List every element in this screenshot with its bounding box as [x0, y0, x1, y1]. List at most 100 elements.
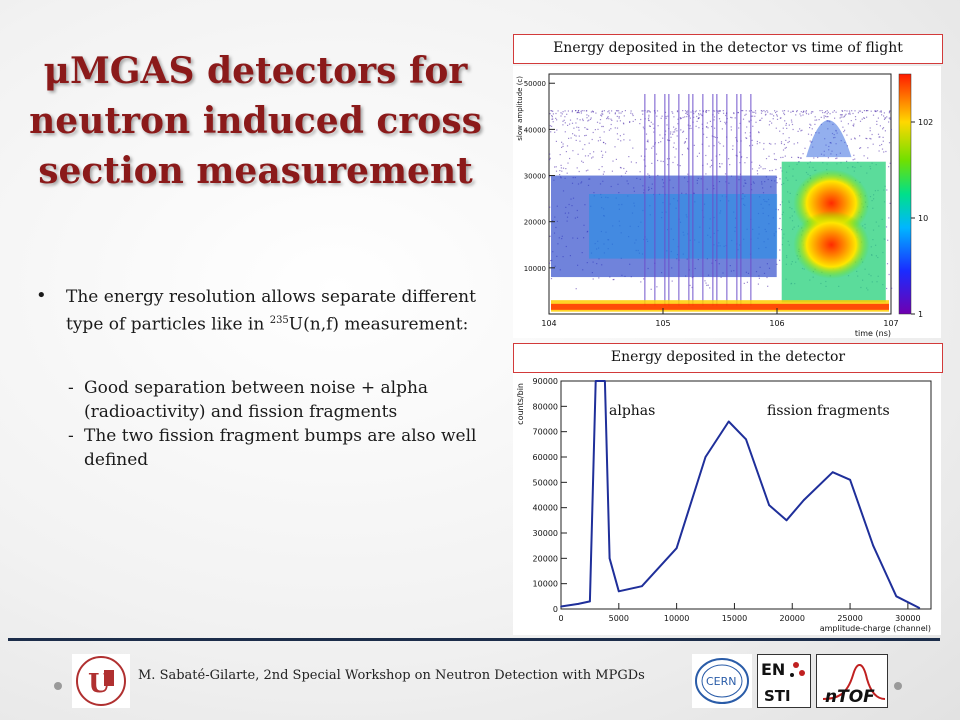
density-dot: [632, 147, 634, 149]
density-dot: [592, 278, 594, 280]
y-tick-label: 90000: [533, 377, 558, 386]
en-sti-logo: EN STI: [757, 654, 811, 708]
density-dot: [647, 173, 649, 175]
density-dot: [560, 115, 562, 117]
density-dot: [783, 113, 786, 116]
density-dot: [587, 120, 589, 122]
density-dot: [826, 116, 828, 118]
density-dot: [772, 118, 774, 120]
density-dot: [697, 117, 700, 119]
density-dot: [679, 117, 681, 119]
data-point: [594, 380, 597, 382]
density-dot: [705, 111, 707, 113]
density-dot: [859, 135, 861, 137]
density-dot: [809, 140, 811, 142]
x-tick-label: 25000: [837, 614, 862, 623]
density-dot: [551, 116, 553, 118]
density-dot: [584, 127, 586, 129]
density-dot: [625, 170, 628, 172]
density-dot: [751, 168, 754, 170]
density-dot: [735, 137, 737, 139]
density-dot: [669, 133, 672, 135]
density-dot: [679, 165, 681, 167]
density-dot: [662, 137, 664, 139]
density-dot: [756, 140, 758, 143]
density-dot: [728, 158, 730, 160]
density-dot: [581, 110, 583, 112]
dash-icon: -: [68, 426, 74, 446]
density-dot: [773, 115, 775, 117]
density-dot: [889, 110, 891, 112]
density-dot: [773, 153, 775, 155]
density-dot: [850, 138, 852, 140]
density-dot: [561, 146, 563, 148]
density-dot: [675, 127, 677, 130]
density-dot: [630, 161, 632, 163]
density-dot: [785, 122, 787, 125]
density-dot: [791, 123, 794, 126]
density-dot: [743, 282, 745, 284]
density-dot: [779, 178, 781, 180]
density-dot: [635, 162, 637, 164]
density-dot: [810, 124, 812, 126]
density-dot: [693, 116, 695, 118]
density-dot: [623, 123, 625, 125]
resonance-stripe: [736, 94, 738, 306]
density-dot: [752, 125, 754, 127]
resonance-stripe: [678, 94, 680, 306]
density-dot: [869, 127, 871, 129]
density-dot: [552, 113, 554, 115]
data-point: [849, 479, 851, 481]
density-dot: [577, 111, 579, 113]
density-dot: [591, 138, 593, 141]
density-dot: [555, 166, 557, 168]
density-dot: [568, 137, 570, 139]
density-dot: [810, 112, 812, 114]
density-dot: [779, 130, 781, 132]
density-dot: [744, 162, 746, 164]
density-dot: [890, 129, 892, 131]
density-dot: [556, 119, 558, 121]
density-dot: [629, 139, 631, 141]
density-dot: [771, 113, 773, 115]
density-dot: [874, 110, 876, 112]
density-dot: [601, 166, 603, 168]
density-dot: [708, 145, 710, 147]
density-dot: [656, 286, 658, 288]
density-dot: [849, 113, 851, 115]
slide-title: μMGAS detectors for neutron induced cros…: [18, 46, 493, 196]
density-dot: [866, 116, 868, 118]
density-dot: [713, 145, 715, 147]
density-dot: [589, 118, 592, 120]
density-dot: [800, 111, 802, 113]
annotation-fission: fission fragments: [767, 403, 890, 419]
density-dot: [630, 110, 632, 112]
density-dot: [613, 278, 615, 281]
density-dot: [711, 125, 713, 128]
density-dot: [566, 113, 568, 115]
density-dot: [581, 160, 583, 162]
density-dot: [554, 166, 556, 168]
density-dot: [624, 172, 627, 174]
density-dot: [718, 118, 721, 120]
data-point: [704, 456, 707, 458]
density-dot: [865, 137, 867, 139]
density-dot: [725, 123, 727, 125]
en-sti-icon: EN STI: [761, 660, 805, 705]
density-dot: [620, 112, 622, 114]
density-dot: [616, 110, 618, 112]
density-dot: [606, 117, 609, 119]
density-dot: [754, 115, 756, 117]
density-dot: [869, 137, 871, 140]
density-dot: [578, 129, 580, 131]
y-axis-label: slow amplitude (c): [516, 76, 524, 141]
density-dot: [564, 131, 566, 133]
density-dot: [606, 118, 608, 120]
x-axis-label: amplitude-charge (channel): [820, 624, 931, 633]
density-dot: [646, 110, 649, 112]
density-dot: [580, 110, 582, 112]
resonance-stripe: [740, 94, 742, 306]
density-dot: [860, 147, 862, 149]
density-dot: [683, 142, 686, 144]
density-dot: [648, 125, 651, 127]
